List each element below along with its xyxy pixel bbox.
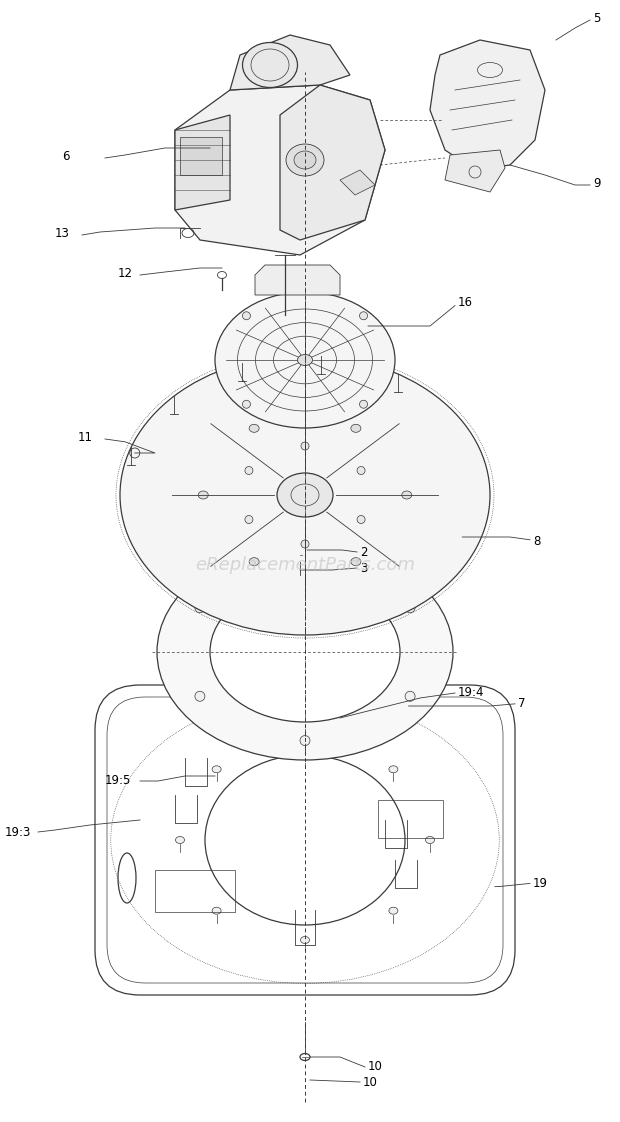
Ellipse shape — [301, 736, 309, 744]
Circle shape — [301, 442, 309, 450]
Circle shape — [195, 603, 205, 613]
Text: 19:3: 19:3 — [5, 826, 32, 838]
Ellipse shape — [389, 766, 398, 773]
Ellipse shape — [286, 144, 324, 176]
Text: 16: 16 — [458, 296, 473, 309]
Text: 19:4: 19:4 — [458, 686, 484, 699]
Text: 2: 2 — [360, 545, 368, 559]
Circle shape — [357, 515, 365, 524]
Circle shape — [242, 312, 250, 320]
Bar — [180, 137, 222, 175]
Polygon shape — [280, 85, 385, 240]
Polygon shape — [340, 171, 375, 195]
Text: 3: 3 — [360, 561, 368, 574]
Circle shape — [360, 401, 368, 408]
Ellipse shape — [212, 908, 221, 914]
Text: 12: 12 — [118, 267, 133, 279]
Circle shape — [300, 736, 310, 745]
Polygon shape — [175, 85, 385, 255]
Ellipse shape — [212, 766, 221, 773]
Text: 7: 7 — [518, 698, 526, 710]
Ellipse shape — [298, 355, 312, 366]
Polygon shape — [230, 35, 350, 90]
Ellipse shape — [175, 837, 185, 844]
Ellipse shape — [198, 491, 208, 499]
Text: 19: 19 — [533, 877, 548, 890]
Bar — [378, 800, 443, 838]
Polygon shape — [255, 265, 340, 295]
Polygon shape — [175, 114, 230, 210]
Ellipse shape — [242, 43, 298, 88]
Ellipse shape — [294, 151, 316, 169]
Text: eReplacementParts.com: eReplacementParts.com — [195, 557, 415, 574]
Text: 9: 9 — [593, 176, 601, 190]
Bar — [155, 870, 235, 912]
Ellipse shape — [389, 908, 398, 914]
Text: 19:5: 19:5 — [105, 774, 131, 788]
Ellipse shape — [249, 558, 259, 565]
Ellipse shape — [249, 424, 259, 432]
Circle shape — [245, 515, 253, 524]
Circle shape — [405, 691, 415, 701]
Circle shape — [300, 559, 310, 569]
Ellipse shape — [402, 491, 412, 499]
Circle shape — [405, 603, 415, 613]
Circle shape — [245, 467, 253, 475]
Circle shape — [357, 467, 365, 475]
Ellipse shape — [425, 837, 435, 844]
Polygon shape — [445, 150, 505, 192]
Text: 13: 13 — [55, 227, 70, 239]
Ellipse shape — [120, 355, 490, 635]
Circle shape — [360, 312, 368, 320]
Circle shape — [242, 401, 250, 408]
Ellipse shape — [301, 937, 309, 944]
Circle shape — [195, 691, 205, 701]
Ellipse shape — [157, 544, 453, 760]
Ellipse shape — [351, 424, 361, 432]
Text: 8: 8 — [533, 535, 541, 548]
Ellipse shape — [277, 473, 333, 517]
Text: 10: 10 — [363, 1076, 378, 1088]
Circle shape — [301, 540, 309, 548]
Text: 11: 11 — [78, 431, 93, 444]
Text: 6: 6 — [62, 149, 69, 163]
Ellipse shape — [351, 558, 361, 565]
Ellipse shape — [210, 582, 400, 721]
Text: 5: 5 — [593, 11, 600, 25]
Ellipse shape — [215, 292, 395, 427]
Text: 10: 10 — [368, 1060, 383, 1074]
Polygon shape — [430, 40, 545, 171]
Bar — [270, 718, 320, 738]
